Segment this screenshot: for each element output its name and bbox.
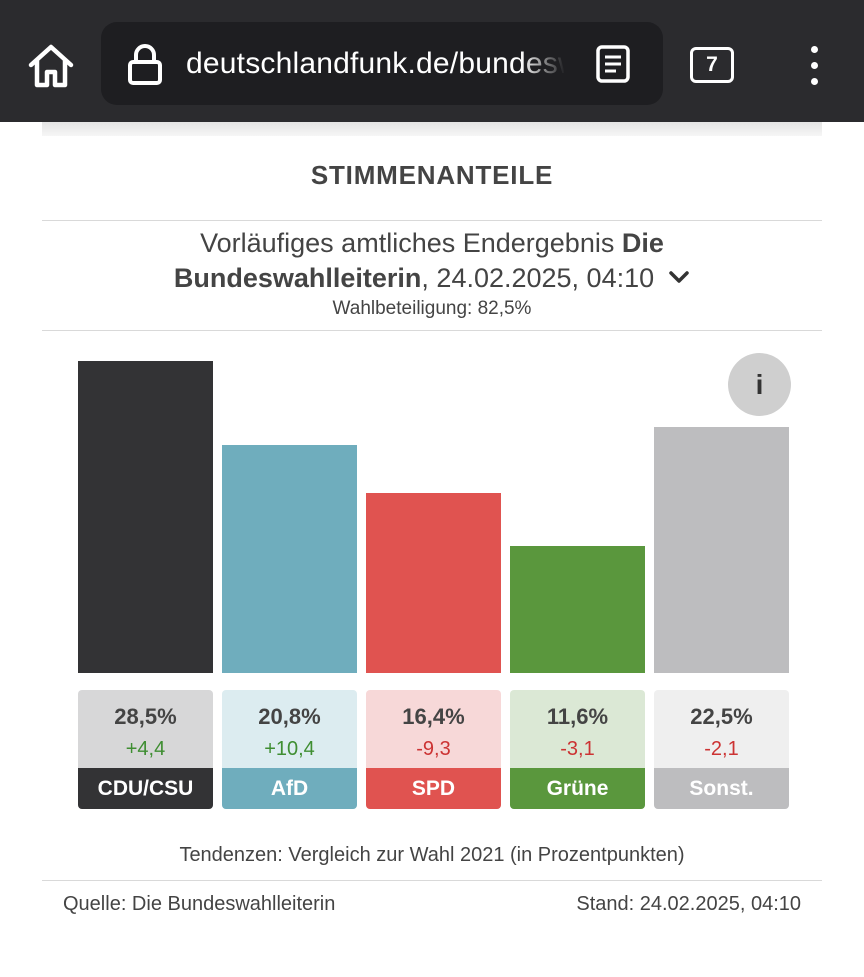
lock-icon[interactable] [125,42,165,86]
reader-mode-icon[interactable] [594,44,632,84]
tabs-icon[interactable]: 7 [690,47,734,83]
subtitle-date: , 24.02.2025, 04:10 [421,263,655,293]
result-card-sonst[interactable]: 22,5% -2,1 Sonst. [654,690,789,809]
vote-share-label: 11,6% [546,704,609,729]
more-menu-icon[interactable] [798,42,830,88]
result-selector[interactable]: Vorläufiges amtliches Endergebnis Die Bu… [100,226,764,296]
vote-share-label: 16,4% [402,704,465,729]
change-label: +4,4 [125,738,166,760]
change-label: -9,3 [416,738,451,760]
turnout-text: Wahlbeteiligung: 82,5% [332,298,532,319]
home-icon[interactable] [22,37,80,95]
subtitle-prefix: Vorläufiges amtliches Endergebnis [200,228,615,258]
party-label: SPD [366,768,501,809]
stand-text: Stand: 24.02.2025, 04:10 [576,893,801,915]
chevron-down-icon[interactable] [668,262,690,284]
vote-share-bar-chart [0,330,864,675]
result-card-spd[interactable]: 16,4% -9,3 SPD [366,690,501,809]
vote-share-label: 28,5% [114,704,177,729]
change-label: +10,4 [264,738,315,760]
result-card-cdu-csu[interactable]: 28,5% +4,4 CDU/CSU [78,690,213,809]
party-label: Grüne [510,768,645,809]
trend-note: Tendenzen: Vergleich zur Wahl 2021 (in P… [179,844,685,866]
divider [42,880,822,881]
divider [42,330,822,331]
bar-sonst[interactable] [654,426,789,673]
subtitle-source: Die Bundeswahlleiterin [173,228,664,293]
bar-spd[interactable] [366,493,501,673]
browser-toolbar: deutschlandfunk.de/bundeswahl 7 [0,0,864,122]
content-top-edge [42,122,822,136]
section-title: STIMMENANTEILE [310,160,554,190]
source-text: Quelle: Die Bundeswahlleiterin [63,893,336,915]
divider [42,220,822,221]
party-label: AfD [222,768,357,809]
change-label: -3,1 [560,738,595,760]
address-bar[interactable]: deutschlandfunk.de/bundeswahl [101,22,663,105]
bar-gr-ne[interactable] [510,546,645,673]
result-card-gr-ne[interactable]: 11,6% -3,1 Grüne [510,690,645,809]
vote-share-label: 22,5% [690,704,753,729]
vote-share-label: 20,8% [258,704,321,729]
party-label: CDU/CSU [78,768,213,809]
info-icon[interactable]: i [728,353,791,416]
bar-afd[interactable] [222,445,357,673]
party-label: Sonst. [654,768,789,809]
url-text[interactable]: deutschlandfunk.de/bundeswahl [186,47,564,80]
result-card-afd[interactable]: 20,8% +10,4 AfD [222,690,357,809]
url-fade [521,22,565,105]
change-label: -2,1 [704,738,739,760]
bar-cdu-csu[interactable] [78,361,213,673]
